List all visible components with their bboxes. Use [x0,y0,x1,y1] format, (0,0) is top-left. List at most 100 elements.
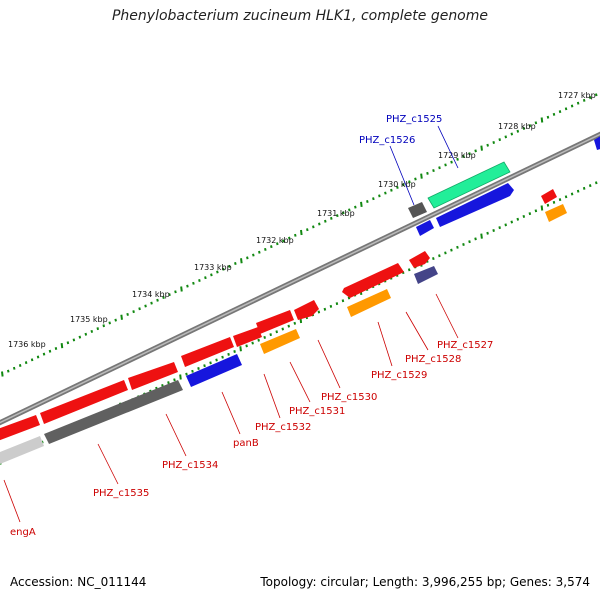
tick-mark [504,135,508,139]
gene-phz-c1527[interactable] [409,251,430,268]
tick-mark [528,124,532,128]
gene-blue-1[interactable] [436,183,514,227]
gene-enga[interactable] [0,436,44,466]
label-phz-c1526[interactable]: PHZ_c1526 [359,135,415,146]
tick-mark [300,229,303,236]
gene-phz-c1530[interactable] [294,300,319,320]
label-phz-c1534[interactable]: PHZ_c1534 [162,460,218,471]
tick-mark [126,312,129,316]
kbp-label-1729: 1729 kbp [438,151,476,160]
leader-phz-c1530 [317,339,341,389]
tick-mark [588,96,592,100]
label-phz-c1529[interactable]: PHZ_c1529 [371,370,427,381]
gene-phz-c1535[interactable] [40,380,128,424]
tick-mark [378,194,381,198]
label-enga[interactable]: engA [10,527,36,538]
tick-mark [468,152,471,156]
gene-orange-2[interactable] [347,289,391,317]
outer-tick-ring [1,93,598,377]
gene-phz-c1534[interactable] [128,362,178,390]
gene-red-left[interactable] [0,415,40,442]
label-phz-c1528[interactable]: PHZ_c1528 [405,354,461,365]
tick-mark [270,245,273,249]
leader-phz-c1527 [435,293,459,339]
label-phz-c1525[interactable]: PHZ_c1525 [386,114,442,125]
tick-mark [390,188,393,192]
tick-mark [12,366,16,370]
tick-mark [222,267,225,271]
gene-gray-long[interactable] [44,380,183,444]
tick-mark [594,181,598,185]
tick-mark [324,219,327,223]
gene-phz-c1532[interactable] [260,329,300,354]
tick-mark [288,236,291,240]
tick-mark [582,98,586,102]
leader-phz-c1528 [405,311,429,351]
tick-mark [179,374,182,380]
gene-phz-c1528[interactable] [414,266,438,284]
tick-mark [486,231,489,235]
tick-mark [570,192,574,196]
gene-red-far-right[interactable] [541,189,557,204]
tick-mark [546,115,550,119]
tick-mark [233,350,236,354]
tick-mark [492,228,495,232]
tick-mark [180,286,183,292]
tick-mark [516,129,520,133]
tick-mark [540,117,544,123]
tick-mark [282,239,285,243]
tick-mark [492,140,495,144]
tick-mark [588,184,592,188]
tick-mark [192,281,195,285]
leader-phz-c1531 [289,361,311,403]
gene-phz-c1526[interactable] [408,202,427,218]
gene-orange-far-right[interactable] [545,204,567,222]
tick-mark [102,324,106,328]
tick-mark [420,173,423,179]
kbp-labels: 1736 kbp 1735 kbp 1734 kbp 1733 kbp 1732… [8,91,596,349]
tick-mark [78,335,82,339]
gene-phz-c1529[interactable] [342,263,404,298]
tick-mark [216,270,219,274]
tick-mark [426,171,429,175]
tick-mark [330,216,333,220]
tick-mark [564,195,568,199]
tick-mark [534,121,538,125]
label-phz-c1531[interactable]: PHZ_c1531 [289,406,345,417]
tick-mark [522,126,526,130]
tick-mark [510,220,514,224]
gene-panb[interactable] [186,354,242,387]
leader-phz-c1529 [377,321,393,367]
gene-red-4[interactable] [233,327,262,347]
tick-mark [203,364,206,368]
tick-mark [318,222,321,226]
label-phz-c1535[interactable]: PHZ_c1535 [93,488,149,499]
tick-mark [258,250,261,254]
leader-phz-c1525 [437,125,459,169]
tick-mark [90,329,94,333]
tick-mark [432,169,435,173]
tick-mark [293,321,297,325]
gene-red-5[interactable] [181,337,234,367]
tick-mark [6,369,10,373]
leader-phz-c1535 [97,443,119,485]
tick-mark [407,268,411,272]
label-phz-c1532[interactable]: PHZ_c1532 [255,422,311,433]
tick-mark [432,257,435,261]
label-phz-c1530[interactable]: PHZ_c1530 [321,392,377,403]
gene-blue-2[interactable] [416,220,434,236]
gene-phz-c1531[interactable] [256,310,294,334]
gene-blue-3[interactable] [594,134,600,150]
tick-mark [528,212,532,216]
tick-mark [191,369,194,373]
label-phz-c1527[interactable]: PHZ_c1527 [437,340,493,351]
label-panb[interactable]: panB [233,438,259,449]
leader-phz-c1532 [263,373,281,419]
tick-mark [174,290,177,294]
tick-mark [263,335,266,339]
tick-mark [576,101,580,105]
tick-mark [162,295,165,299]
tick-mark [18,363,22,367]
gene-phz-c1525[interactable] [427,161,511,209]
